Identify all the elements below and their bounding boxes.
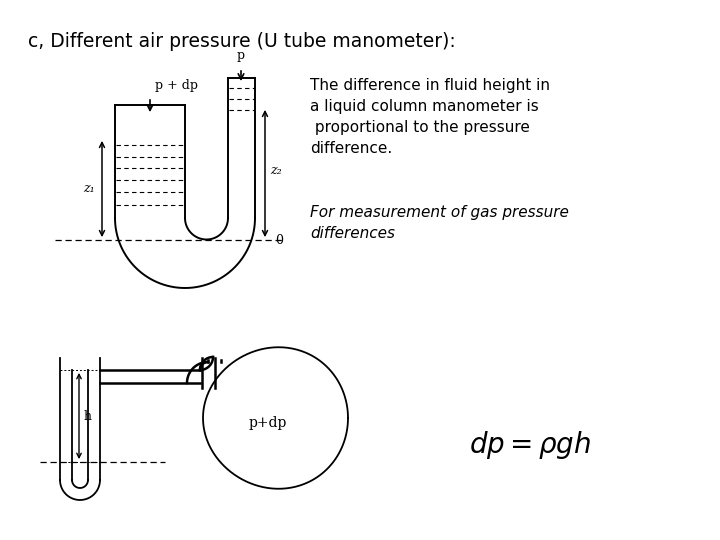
Text: $dp = \rho gh$: $dp = \rho gh$ bbox=[469, 429, 591, 461]
Text: z₂: z₂ bbox=[270, 164, 282, 177]
Text: c, Different air pressure (U tube manometer):: c, Different air pressure (U tube manome… bbox=[28, 32, 456, 51]
Text: p+dp: p+dp bbox=[249, 416, 287, 430]
Text: 0: 0 bbox=[275, 233, 283, 246]
Text: z₁: z₁ bbox=[84, 181, 95, 194]
Text: p + dp: p + dp bbox=[155, 79, 198, 92]
Text: h: h bbox=[84, 409, 92, 422]
Text: The difference in fluid height in
a liquid column manometer is
 proportional to : The difference in fluid height in a liqu… bbox=[310, 78, 550, 156]
Text: p: p bbox=[237, 49, 245, 62]
Text: For measurement of gas pressure
differences: For measurement of gas pressure differen… bbox=[310, 205, 569, 241]
